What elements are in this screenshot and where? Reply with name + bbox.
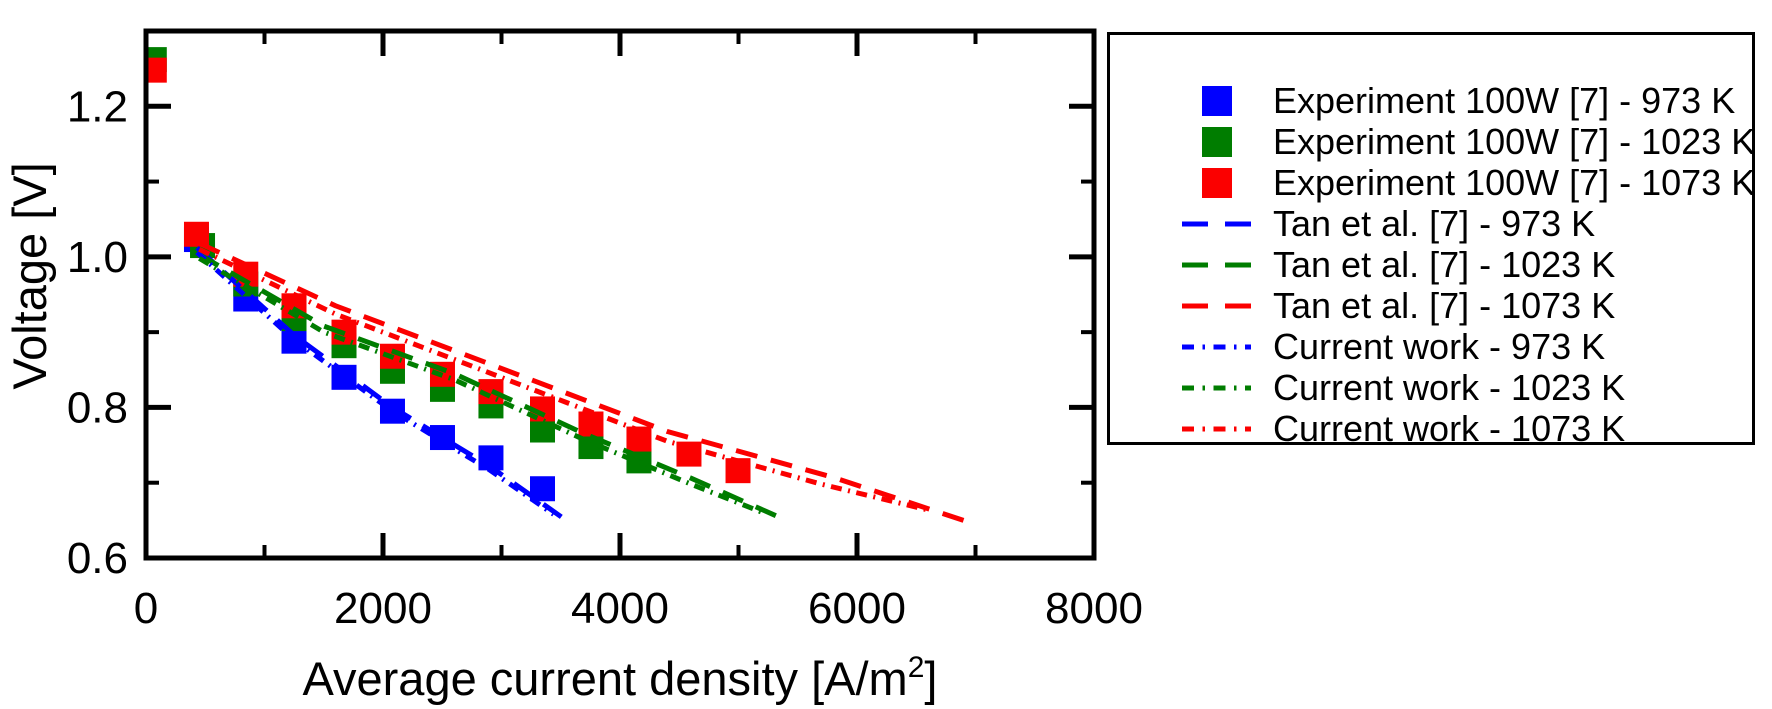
model-line: [198, 256, 765, 516]
x-axis-title-sup: 2: [907, 651, 925, 684]
x-axis-title: Average current density [A/m2]: [220, 643, 1020, 704]
legend-label-1: Experiment 100W [7] - 1023 K: [1273, 121, 1756, 162]
y-tick-label: 1.0: [67, 233, 128, 282]
series-2: [146, 57, 751, 484]
legend-row-4: Tan et al. [7] - 1023 K: [1110, 244, 1752, 285]
legend-line-sample-red: [1182, 303, 1251, 308]
legend-line-sample-green: [1182, 262, 1251, 267]
model-line: [198, 241, 965, 523]
y-tick-label: 0.8: [67, 383, 128, 432]
x-tick-label: 0: [134, 584, 158, 633]
series-6: [195, 250, 556, 517]
legend-row-6: Current work - 973 K: [1110, 326, 1752, 367]
data-point-marker: [331, 364, 357, 390]
model-line: [198, 247, 932, 514]
legend-swatch-8: [1182, 413, 1251, 445]
legend-row-2: Experiment 100W [7] - 1073 K: [1110, 162, 1756, 203]
legend-marker-square-blue: [1201, 85, 1232, 116]
series-7: [198, 256, 765, 516]
legend-row-0: Experiment 100W [7] - 973 K: [1110, 80, 1752, 121]
data-point-marker: [530, 417, 556, 443]
legend-swatch-1: [1182, 126, 1251, 158]
legend-marker-square-red: [1201, 167, 1232, 198]
legend-swatch-4: [1182, 249, 1251, 281]
model-line: [195, 245, 564, 520]
legend-label-2: Experiment 100W [7] - 1073 K: [1273, 162, 1756, 203]
legend-line-sample-red: [1182, 426, 1251, 431]
legend-marker-square-green: [1201, 126, 1232, 157]
legend-row-5: Tan et al. [7] - 1073 K: [1110, 285, 1752, 326]
legend-swatch-7: [1182, 372, 1251, 404]
x-tick-label: 8000: [1045, 584, 1143, 633]
legend-line-sample-blue: [1182, 344, 1251, 349]
x-axis-title-post: ]: [924, 652, 938, 705]
series-5: [198, 241, 965, 523]
y-tick-label: 1.2: [67, 82, 128, 131]
legend-line-sample-blue: [1182, 221, 1251, 226]
legend-label-8: Current work - 1073 K: [1273, 408, 1626, 449]
legend-row-7: Current work - 1023 K: [1110, 367, 1752, 408]
series-8: [198, 247, 932, 514]
legend-row-8: Current work - 1073 K: [1110, 408, 1752, 449]
x-tick-label: 4000: [571, 584, 669, 633]
ticks-layer: [143, 31, 1097, 561]
series-3: [195, 245, 564, 520]
legend-swatch-3: [1182, 208, 1251, 240]
y-axis-title: Voltage [V]: [3, 162, 56, 390]
legend-swatch-0: [1182, 85, 1251, 117]
model-line: [195, 250, 556, 517]
legend-label-5: Tan et al. [7] - 1073 K: [1273, 285, 1616, 326]
series-layer: [146, 47, 965, 523]
legend-label-0: Experiment 100W [7] - 973 K: [1273, 80, 1736, 121]
legend-line-sample-green: [1182, 385, 1251, 390]
legend-swatch-5: [1182, 290, 1251, 322]
legend-label-6: Current work - 973 K: [1273, 326, 1606, 367]
series-4: [198, 252, 786, 522]
data-point-marker: [530, 476, 556, 502]
x-tick-label: 6000: [808, 584, 906, 633]
legend-label-7: Current work - 1023 K: [1273, 367, 1626, 408]
legend-row-1: Experiment 100W [7] - 1023 K: [1110, 121, 1756, 162]
y-tick-label: 0.6: [67, 534, 128, 583]
x-tick-label: 2000: [334, 584, 432, 633]
legend-box: Experiment 100W [7] - 973 K Experiment 1…: [1107, 32, 1756, 449]
legend-swatch-2: [1182, 167, 1251, 199]
x-axis-title-pre: Average current density [A/m: [302, 652, 908, 705]
legend-label-4: Tan et al. [7] - 1023 K: [1273, 244, 1616, 285]
legend-label-3: Tan et al. [7] - 973 K: [1273, 203, 1596, 244]
legend-row-3: Tan et al. [7] - 973 K: [1110, 203, 1752, 244]
data-point-marker: [146, 57, 167, 83]
model-line: [198, 252, 786, 522]
data-point-marker: [183, 221, 209, 247]
tick-labels-layer: 0 2000 4000 6000 8000 0.6 0.8 1.0 1.2: [67, 82, 1143, 633]
legend-swatch-6: [1182, 331, 1251, 363]
